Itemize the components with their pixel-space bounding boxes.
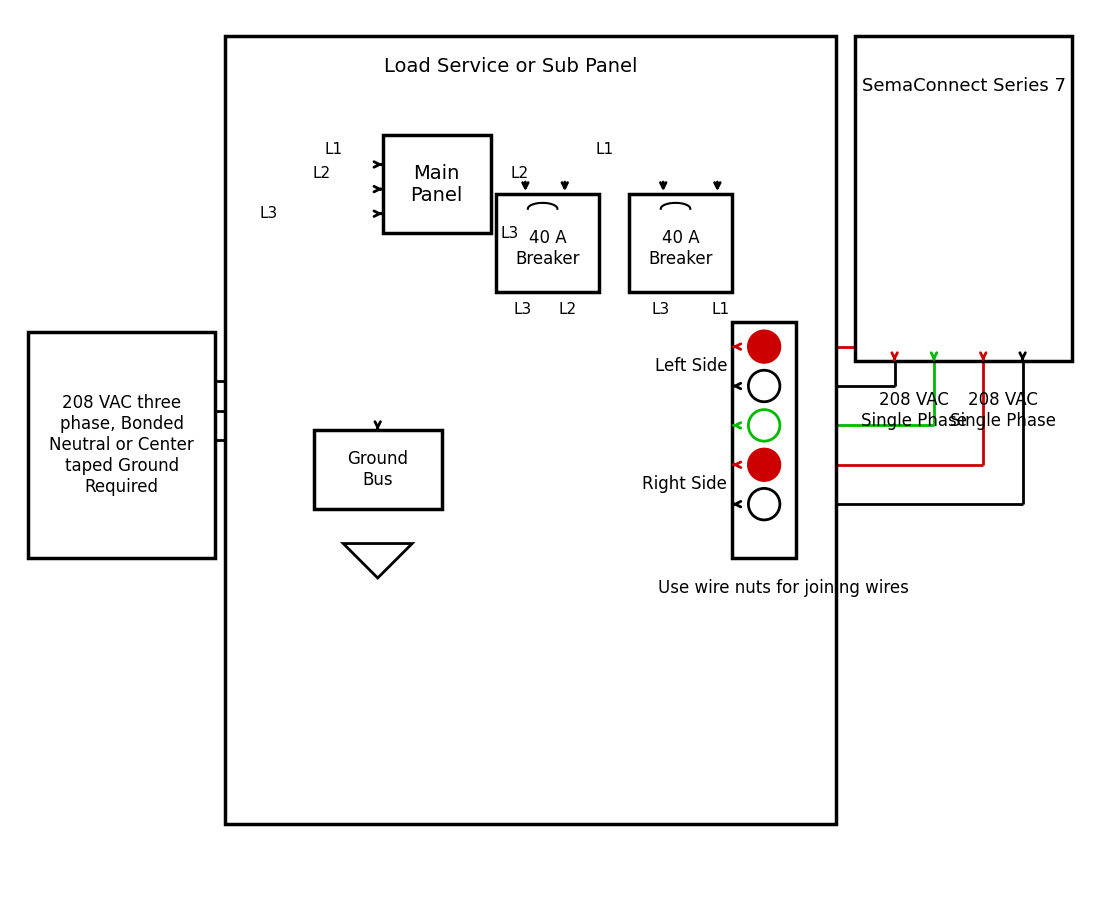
Text: L3: L3 xyxy=(514,302,531,318)
Bar xyxy=(383,135,491,233)
Text: 40 A
Breaker: 40 A Breaker xyxy=(648,229,713,267)
Bar xyxy=(314,430,442,509)
Circle shape xyxy=(748,449,780,481)
Bar xyxy=(855,37,1071,362)
Text: 208 VAC three
phase, Bonded
Neutral or Center
taped Ground
Required: 208 VAC three phase, Bonded Neutral or C… xyxy=(50,394,194,496)
Text: L2: L2 xyxy=(510,166,529,181)
Circle shape xyxy=(748,410,780,441)
Text: Main
Panel: Main Panel xyxy=(410,164,463,204)
Bar xyxy=(29,332,216,558)
Text: Use wire nuts for joining wires: Use wire nuts for joining wires xyxy=(659,579,910,597)
Text: L2: L2 xyxy=(559,302,576,318)
Text: L3: L3 xyxy=(500,226,519,240)
Text: Left Side: Left Side xyxy=(654,357,727,375)
Text: Right Side: Right Side xyxy=(642,475,727,493)
Text: L3: L3 xyxy=(260,206,278,221)
Text: L2: L2 xyxy=(312,166,330,181)
Circle shape xyxy=(748,489,780,520)
Bar xyxy=(629,194,733,292)
Text: L3: L3 xyxy=(651,302,670,318)
Bar xyxy=(226,37,836,824)
Bar xyxy=(496,194,600,292)
Text: L1: L1 xyxy=(595,141,613,157)
Text: Ground
Bus: Ground Bus xyxy=(348,450,408,489)
Text: Load Service or Sub Panel: Load Service or Sub Panel xyxy=(384,57,637,76)
Text: 208 VAC
Single Phase: 208 VAC Single Phase xyxy=(861,391,967,429)
Text: SemaConnect Series 7: SemaConnect Series 7 xyxy=(861,76,1066,94)
Text: L1: L1 xyxy=(712,302,729,318)
Bar xyxy=(733,322,796,558)
Text: L1: L1 xyxy=(324,141,342,157)
Text: 40 A
Breaker: 40 A Breaker xyxy=(515,229,580,267)
Text: 208 VAC
Single Phase: 208 VAC Single Phase xyxy=(950,391,1056,429)
Circle shape xyxy=(748,370,780,401)
Circle shape xyxy=(748,331,780,363)
